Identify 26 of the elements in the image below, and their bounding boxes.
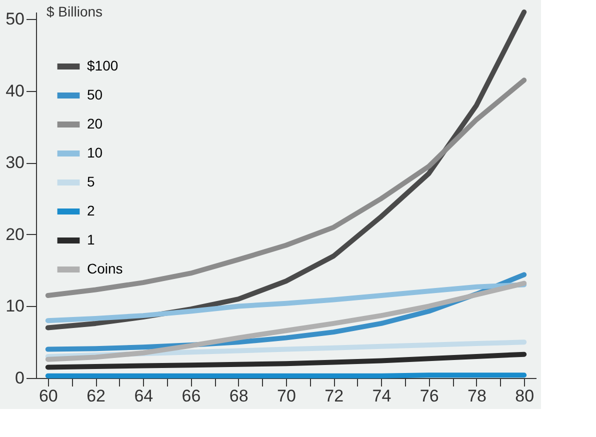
y-tick-label: 10 <box>6 296 24 316</box>
legend-label: $100 <box>87 58 118 74</box>
y-tick-label: 0 <box>15 368 24 388</box>
y-tick-label: 30 <box>6 153 24 172</box>
x-tick-label: 70 <box>277 386 296 406</box>
legend-label: 1 <box>87 232 95 248</box>
x-tick-label: 78 <box>468 386 486 406</box>
legend-label: 10 <box>87 144 103 160</box>
legend-label: 2 <box>87 202 95 218</box>
y-axis-title: $ Billions <box>46 4 103 20</box>
x-tick-label: 60 <box>38 386 58 406</box>
y-tick-label: 40 <box>6 81 24 100</box>
y-tick-label: 50 <box>6 10 24 29</box>
x-tick-label: 62 <box>86 386 106 406</box>
x-tick-label: 66 <box>182 386 201 406</box>
legend-label: 5 <box>87 174 95 190</box>
x-tick-label: 76 <box>420 386 439 406</box>
x-tick-label: 68 <box>229 386 248 406</box>
legend-label: 50 <box>87 86 103 102</box>
x-tick-label: 74 <box>372 386 392 406</box>
legend-label: Coins <box>87 260 123 276</box>
legend-label: 20 <box>87 116 103 132</box>
y-tick-label: 20 <box>6 224 24 244</box>
x-tick-label: 80 <box>515 386 534 406</box>
x-tick-label: 64 <box>134 386 154 406</box>
x-tick-label: 72 <box>324 386 344 406</box>
